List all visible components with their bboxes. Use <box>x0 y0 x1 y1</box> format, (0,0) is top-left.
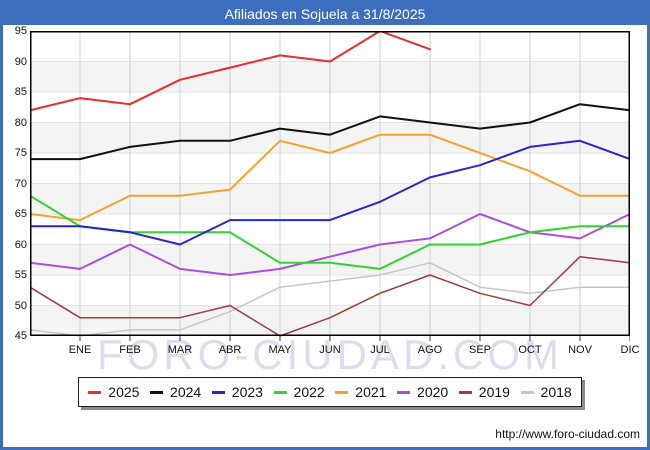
legend-color-dash <box>520 390 534 394</box>
legend: 2025 2024 2023 2022 2021 2020 2019 2018 <box>78 377 582 407</box>
y-tick-label: 85 <box>14 86 27 98</box>
legend-color-dash <box>211 390 225 394</box>
legend-item-2025: 2025 <box>88 384 139 400</box>
y-tick-label: 70 <box>14 177 27 190</box>
legend-year-label: 2021 <box>355 384 387 400</box>
watermark: FORO-CIUDAD.COM <box>97 331 563 378</box>
legend-color-dash <box>397 390 411 394</box>
y-tick-label: 60 <box>14 238 27 251</box>
series-2024 <box>30 103 630 161</box>
x-tick-label: ENE <box>68 344 92 356</box>
legend-color-dash <box>88 390 102 394</box>
y-tick-label: 95 <box>14 25 27 37</box>
x-tick-label: FEB <box>119 344 141 356</box>
legend-item-2023: 2023 <box>211 384 263 400</box>
series-2025 <box>30 31 431 112</box>
legend-item-2018: 2018 <box>520 384 572 400</box>
legend-item-2020: 2020 <box>397 384 448 400</box>
legend-year-label: 2025 <box>108 384 140 400</box>
legend-year-label: 2018 <box>540 384 572 400</box>
legend-year-label: 2022 <box>293 384 325 400</box>
y-tick-label: 75 <box>14 147 27 159</box>
legend-item-2021: 2021 <box>335 384 386 400</box>
plot-area <box>30 31 630 341</box>
y-tick-label: 45 <box>14 330 27 342</box>
x-tick-label: JUL <box>370 344 390 356</box>
legend-item-2022: 2022 <box>273 384 325 400</box>
series-2023 <box>30 139 630 246</box>
title-bar: Afiliados en Sojuela a 31/8/2025 <box>3 3 647 25</box>
series-2019 <box>30 255 630 337</box>
y-tick-label: 90 <box>14 55 27 68</box>
legend-color-dash <box>335 390 349 394</box>
x-tick-label: SEP <box>468 344 491 356</box>
series-2018 <box>30 262 630 337</box>
legend-color-dash <box>273 390 287 394</box>
y-tick-label: 55 <box>14 269 27 281</box>
x-tick-label: ABR <box>218 344 242 356</box>
series-2021 <box>30 133 630 222</box>
footer-link[interactable]: http://www.foro-ciudad.com <box>495 427 640 441</box>
x-tick-label: AGO <box>417 344 443 356</box>
x-tick-label: DIC <box>620 344 640 356</box>
x-tick-label: OCT <box>518 344 542 356</box>
chart-title: Afiliados en Sojuela a 31/8/2025 <box>224 6 426 22</box>
legend-year-label: 2020 <box>417 384 449 400</box>
legend-year-label: 2023 <box>231 384 263 400</box>
x-tick-label: JUN <box>319 344 341 356</box>
y-tick-label: 80 <box>14 116 27 129</box>
x-tick-label: MAY <box>268 344 292 356</box>
legend-item-2019: 2019 <box>458 384 510 400</box>
y-tick-label: 65 <box>14 208 27 220</box>
legend-year-label: 2019 <box>478 384 510 400</box>
legend-year-label: 2024 <box>170 384 202 400</box>
x-tick-label: MAR <box>167 344 193 356</box>
y-tick-label: 50 <box>14 299 27 312</box>
legend-color-dash <box>150 390 164 394</box>
x-tick-label: NOV <box>568 344 592 356</box>
legend-color-dash <box>458 390 472 394</box>
legend-item-2024: 2024 <box>150 384 201 400</box>
